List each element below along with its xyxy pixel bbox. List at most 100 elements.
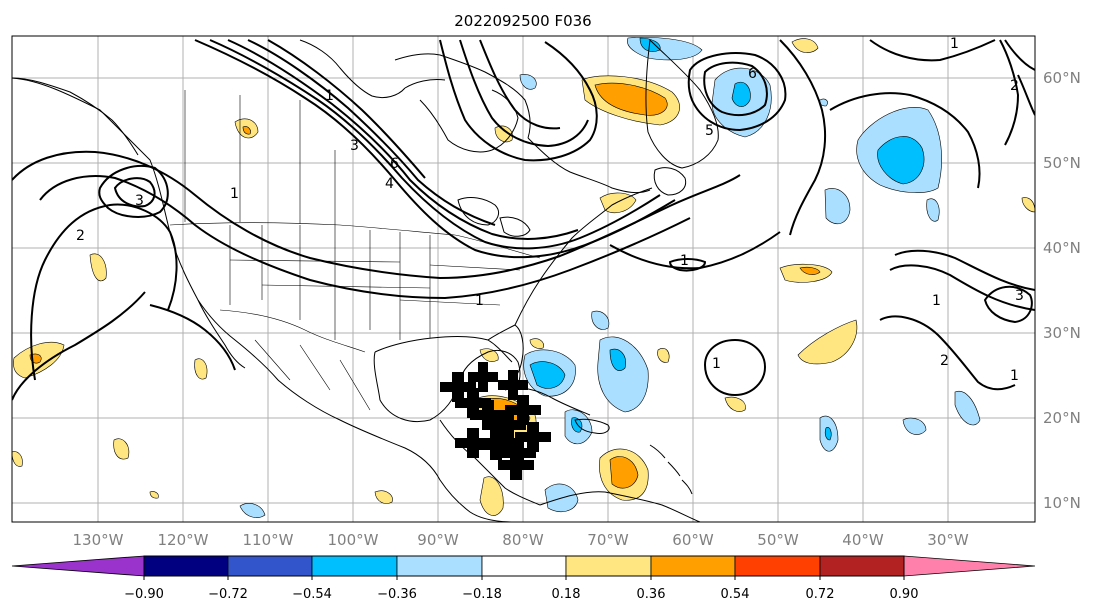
coast-greenland	[645, 38, 719, 169]
shade-orange-hudson	[594, 82, 668, 116]
contour-label: 3	[1015, 288, 1024, 304]
contour-trough-5	[267, 39, 426, 179]
track-marker	[478, 430, 514, 460]
contour-label: 3	[350, 138, 359, 154]
contour-label: 1	[950, 36, 959, 52]
map-panel: 1 2 3 3 4 5 6 6 1 1 1 1 2 2 3 1 1 1	[11, 35, 1036, 523]
colorbar-tick-label: −0.36	[377, 587, 417, 602]
lat-label: 60°N	[1043, 69, 1081, 87]
colorbar-tick-label: 0.54	[721, 587, 750, 602]
track-marker	[515, 422, 551, 452]
track-marker	[490, 410, 526, 440]
shade-yellow-atl-30n	[657, 348, 670, 363]
contour-west-4	[12, 291, 146, 401]
lon-label: 130°W	[73, 531, 124, 549]
coast-newfoundland	[653, 167, 687, 196]
shade-yellow-pacific-10n	[149, 491, 159, 499]
contour-label: 6	[748, 66, 757, 82]
lon-label: 40°W	[842, 531, 884, 549]
contour-label: 3	[135, 193, 144, 209]
shade-yellow-ecuador	[374, 490, 393, 504]
shade-blue-hispaniola	[571, 417, 583, 433]
lat-label: 10°N	[1043, 494, 1081, 512]
contour-atl-circle	[703, 338, 767, 397]
colorbar-segment	[143, 555, 229, 577]
colorbar-segment-under	[11, 555, 145, 577]
colorbar-segment-over	[903, 555, 1036, 577]
contour-west-2	[39, 175, 691, 300]
latitude-labels: 60°N 50°N 40°N 30°N 20°N 10°N	[1043, 69, 1081, 512]
contour-pacific-loop-inner	[113, 177, 156, 208]
coast-north-america-west	[12, 77, 516, 522]
contour-trough-4	[247, 39, 496, 226]
coast-canada-north	[394, 53, 531, 139]
contour-trough-2	[209, 39, 661, 250]
colorbar-tick-label: 0.72	[806, 587, 835, 602]
shade-light-blue-pacific	[239, 503, 266, 518]
shade-blue-bahamas	[609, 348, 626, 371]
coast-hispaniola	[574, 418, 610, 434]
colorbar-tick-label: 0.36	[637, 587, 666, 602]
colorbar-segment	[227, 555, 313, 577]
contour-atl-south-3	[879, 315, 1016, 391]
colorbar-segment	[565, 555, 652, 577]
contour-greenland-loop-2	[703, 61, 768, 117]
colorbar-tick-label: 0.18	[552, 587, 581, 602]
lon-label: 60°W	[672, 531, 714, 549]
contour-atl-south-1	[894, 249, 1035, 291]
contour-greenland-loop	[687, 52, 787, 132]
shade-orange-baffin	[242, 126, 251, 135]
coast-baja	[197, 299, 246, 369]
shade-yellow-central-america	[479, 476, 504, 516]
shade-light-blue-mid-atl	[824, 188, 851, 225]
colorbar-segment	[734, 555, 821, 577]
contour-mid-atl-2	[668, 258, 707, 272]
shade-yellow-atl-22n	[724, 396, 746, 412]
track-marker	[498, 450, 534, 480]
colorbar-segment	[819, 555, 905, 577]
colorbar-tick-label: 0.90	[890, 587, 919, 602]
shade-yellow-pacific-15n	[113, 438, 130, 460]
shade-orange-caribbean	[609, 456, 639, 489]
contour-label: 5	[705, 123, 714, 139]
shade-blue-atl-27n	[824, 427, 832, 441]
lon-label: 110°W	[243, 531, 294, 549]
coast-labrador	[527, 137, 651, 194]
shade-yellow-atl-40n-east	[1021, 197, 1035, 213]
contour-label: 1	[712, 356, 721, 372]
colorbar-segment	[481, 555, 567, 577]
contour-atl-loop-east	[983, 285, 1033, 324]
shade-orange-atl-35n	[799, 266, 821, 275]
lat-label: 50°N	[1043, 154, 1081, 172]
border-state-11	[399, 299, 501, 306]
coastlines	[12, 38, 719, 522]
colorbar-tick-label: −0.54	[292, 587, 332, 602]
shade-yellow-labrador	[529, 338, 544, 349]
lat-label: 30°N	[1043, 324, 1081, 342]
contour-label: 4	[385, 176, 394, 192]
coast-great-lakes	[457, 197, 531, 237]
contour-atl-east-1	[829, 92, 981, 189]
lon-label: 80°W	[502, 531, 544, 549]
contour-north-loop-3	[479, 39, 561, 130]
contour-label: 1	[475, 293, 484, 309]
contour-label: 2	[940, 353, 949, 369]
contour-atl-north	[779, 39, 827, 236]
track-marker	[498, 370, 528, 400]
shade-yellow-pacific-37n	[89, 253, 107, 282]
contour-atl-east-3	[999, 39, 1020, 146]
lon-label: 90°W	[417, 531, 459, 549]
colorbar: −0.90 −0.72 −0.54 −0.36 −0.18 0.18 0.36 …	[11, 555, 1036, 602]
map-title: 2022092500 F036	[454, 12, 591, 30]
shade-light-blue-atl-40n	[926, 198, 940, 222]
lon-label: 100°W	[328, 531, 379, 549]
contour-north-loop-2	[459, 39, 589, 148]
shade-light-blue-canada	[519, 74, 537, 90]
coast-east-us	[514, 187, 653, 326]
coast-us-gulf-north	[374, 335, 513, 363]
colorbar-tick-label: −0.90	[124, 587, 164, 602]
longitude-labels: 130°W 120°W 110°W 100°W 90°W 80°W 70°W 6…	[73, 531, 969, 549]
border-mexico-states	[254, 339, 371, 411]
shade-light-blue-atl-20n	[902, 417, 927, 435]
